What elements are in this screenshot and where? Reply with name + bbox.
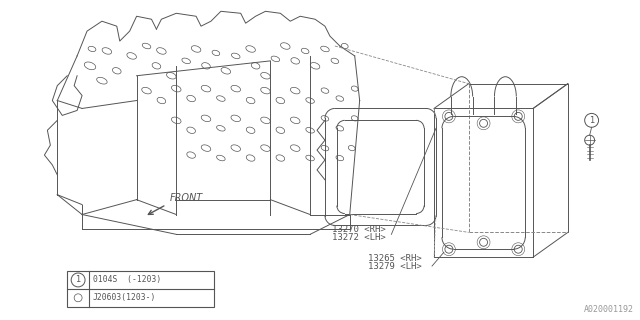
Ellipse shape xyxy=(336,96,344,101)
Ellipse shape xyxy=(216,96,225,101)
Ellipse shape xyxy=(301,48,309,54)
Ellipse shape xyxy=(291,117,300,124)
Ellipse shape xyxy=(142,43,151,49)
Ellipse shape xyxy=(351,116,358,121)
Ellipse shape xyxy=(336,155,344,161)
Ellipse shape xyxy=(187,127,195,133)
Ellipse shape xyxy=(127,53,136,59)
Ellipse shape xyxy=(221,68,230,74)
Ellipse shape xyxy=(306,127,314,133)
Ellipse shape xyxy=(216,155,225,161)
Ellipse shape xyxy=(291,58,300,64)
Ellipse shape xyxy=(201,85,211,92)
Ellipse shape xyxy=(260,145,270,151)
Ellipse shape xyxy=(280,43,290,49)
Ellipse shape xyxy=(321,88,329,93)
Ellipse shape xyxy=(88,46,96,52)
Ellipse shape xyxy=(166,72,176,79)
Ellipse shape xyxy=(336,125,344,131)
Ellipse shape xyxy=(201,145,211,151)
Ellipse shape xyxy=(202,63,211,69)
Ellipse shape xyxy=(246,46,255,52)
Ellipse shape xyxy=(306,155,314,161)
Ellipse shape xyxy=(252,63,260,69)
Text: 1: 1 xyxy=(76,276,81,284)
Ellipse shape xyxy=(351,86,358,91)
Ellipse shape xyxy=(187,152,195,158)
Ellipse shape xyxy=(182,58,191,64)
Text: 1: 1 xyxy=(589,116,595,125)
Text: FRONT: FRONT xyxy=(170,193,203,203)
Ellipse shape xyxy=(260,87,270,94)
Ellipse shape xyxy=(113,68,121,74)
Ellipse shape xyxy=(246,97,255,104)
Text: 13272 <LH>: 13272 <LH> xyxy=(332,233,386,242)
Ellipse shape xyxy=(271,56,280,62)
Ellipse shape xyxy=(291,87,300,94)
Ellipse shape xyxy=(216,125,225,131)
Ellipse shape xyxy=(246,127,255,133)
Ellipse shape xyxy=(321,116,329,121)
Ellipse shape xyxy=(321,145,329,151)
Ellipse shape xyxy=(331,58,339,64)
Bar xyxy=(67,271,214,307)
Ellipse shape xyxy=(102,48,111,54)
Ellipse shape xyxy=(141,87,151,94)
Ellipse shape xyxy=(291,145,300,151)
Text: 0104S  (-1203): 0104S (-1203) xyxy=(93,276,161,284)
Ellipse shape xyxy=(260,117,270,124)
Ellipse shape xyxy=(276,127,285,133)
Circle shape xyxy=(585,135,595,145)
Ellipse shape xyxy=(152,63,161,69)
Ellipse shape xyxy=(231,145,241,151)
Ellipse shape xyxy=(84,62,96,70)
Ellipse shape xyxy=(260,72,270,79)
Ellipse shape xyxy=(231,85,241,92)
Ellipse shape xyxy=(97,77,107,84)
Ellipse shape xyxy=(212,50,220,56)
Ellipse shape xyxy=(321,46,329,52)
Text: A020001192: A020001192 xyxy=(584,305,634,314)
Ellipse shape xyxy=(232,53,240,59)
Ellipse shape xyxy=(157,48,166,54)
Ellipse shape xyxy=(231,115,241,122)
Ellipse shape xyxy=(246,155,255,161)
Ellipse shape xyxy=(306,98,314,103)
Ellipse shape xyxy=(187,95,195,102)
Ellipse shape xyxy=(201,115,211,122)
Ellipse shape xyxy=(172,85,181,92)
Ellipse shape xyxy=(276,97,285,104)
Ellipse shape xyxy=(191,46,201,52)
Ellipse shape xyxy=(172,117,181,124)
Ellipse shape xyxy=(276,155,285,161)
Ellipse shape xyxy=(157,97,166,104)
Text: 13270 <RH>: 13270 <RH> xyxy=(332,225,386,234)
Text: 13265 <RH>: 13265 <RH> xyxy=(367,254,421,263)
Ellipse shape xyxy=(310,62,320,69)
Text: J20603(1203-): J20603(1203-) xyxy=(93,293,156,302)
Ellipse shape xyxy=(341,44,348,49)
Text: 13279 <LH>: 13279 <LH> xyxy=(367,262,421,271)
Ellipse shape xyxy=(348,146,355,151)
